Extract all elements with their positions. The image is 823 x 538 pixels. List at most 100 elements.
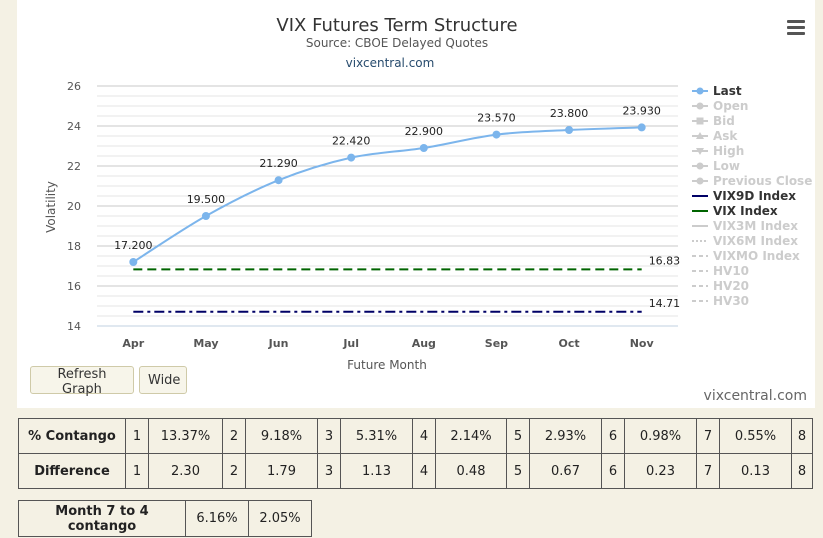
contango-value: 13.37% <box>148 418 223 454</box>
legend-item[interactable]: HV30 <box>713 294 749 308</box>
y-tick-label: 16 <box>67 280 81 293</box>
legend-item[interactable]: Open <box>713 99 748 113</box>
last-series-point <box>419 144 428 152</box>
legend-item[interactable]: VIXMO Index <box>713 249 800 263</box>
summary-table: Month 7 to 4 contango 6.16% 2.05% <box>18 500 312 537</box>
vix-term-structure-chart: VIX Futures Term Structure Source: CBOE … <box>44 15 812 372</box>
legend-item[interactable]: HV20 <box>713 279 749 293</box>
last-series-point <box>129 258 138 266</box>
hamburger-menu-icon[interactable] <box>787 20 805 36</box>
y-axis: 14 16 18 20 22 24 26 <box>67 80 81 333</box>
month-cell: 7 <box>696 418 720 454</box>
data-label: 22.420 <box>332 135 371 148</box>
x-tick-label: Sep <box>485 337 508 350</box>
difference-row-label: Difference <box>18 453 126 489</box>
legend-marker <box>696 162 704 170</box>
month-cell: 1 <box>125 418 149 454</box>
contango-value: 0.98% <box>624 418 697 454</box>
data-label: 19.500 <box>187 193 226 206</box>
x-tick-label: Jun <box>268 337 289 350</box>
refresh-graph-button[interactable]: Refresh Graph <box>30 366 134 397</box>
chart-subtitle: Source: CBOE Delayed Quotes <box>306 36 488 50</box>
difference-value: 0.48 <box>435 453 507 489</box>
legend-marker <box>696 148 704 155</box>
difference-value: 2.30 <box>148 453 223 489</box>
month-cell: 8 <box>791 418 813 454</box>
legend-item[interactable]: HV10 <box>713 264 749 278</box>
contango-value: 5.31% <box>340 418 413 454</box>
difference-value: 0.23 <box>624 453 697 489</box>
month-cell: 2 <box>222 453 246 489</box>
difference-value: 0.13 <box>719 453 792 489</box>
last-series-point <box>347 153 356 162</box>
month-cell: 6 <box>601 453 625 489</box>
month-cell: 5 <box>506 418 530 454</box>
y-tick-label: 22 <box>67 160 81 173</box>
legend-item[interactable]: VIX6M Index <box>713 234 798 248</box>
contango-table: % Contango 1 13.37% 2 9.18% 3 5.31% 4 2.… <box>18 418 813 489</box>
legend-item[interactable]: High <box>713 144 744 158</box>
legend-marker <box>696 117 704 125</box>
last-series-point <box>565 126 574 134</box>
legend-item[interactable]: Low <box>713 159 740 173</box>
last-series-point <box>201 212 210 220</box>
x-tick-label: Apr <box>122 337 144 350</box>
index-line-label: 14.71 <box>649 297 681 310</box>
legend-item[interactable]: VIX Index <box>713 204 778 218</box>
difference-value: 1.13 <box>340 453 413 489</box>
month-cell: 6 <box>601 418 625 454</box>
legend-item[interactable]: VIX3M Index <box>713 219 798 233</box>
contango-value: 2.14% <box>435 418 507 454</box>
table-row-difference: Difference 1 2.30 2 1.79 3 1.13 4 0.48 5… <box>18 453 813 489</box>
x-axis: Apr May Jun Jul Aug Sep Oct Nov <box>97 325 678 350</box>
y-axis-title: Volatility <box>44 181 58 233</box>
month-cell: 3 <box>317 453 341 489</box>
y-tick-label: 14 <box>67 320 81 333</box>
month-cell: 4 <box>412 418 436 454</box>
y-tick-label: 26 <box>67 80 81 93</box>
summary-label: Month 7 to 4 contango <box>18 500 186 537</box>
grid-layer <box>97 85 678 327</box>
contango-row-label: % Contango <box>18 418 126 454</box>
summary-value: 6.16% <box>185 500 249 537</box>
month-cell: 5 <box>506 453 530 489</box>
data-label: 23.800 <box>550 107 589 120</box>
chart-panel: VIX Futures Term Structure Source: CBOE … <box>17 0 815 408</box>
legend-item[interactable]: Last <box>713 84 742 98</box>
table-row-contango: % Contango 1 13.37% 2 9.18% 3 5.31% 4 2.… <box>18 418 813 454</box>
x-tick-label: Jul <box>342 337 359 350</box>
index-line-label: 16.83 <box>649 254 681 267</box>
x-tick-label: May <box>193 337 218 350</box>
y-tick-label: 20 <box>67 200 81 213</box>
summary-value: 2.05% <box>248 500 312 537</box>
month-cell: 4 <box>412 453 436 489</box>
y-tick-label: 24 <box>67 120 81 133</box>
series-layer: 14.71 16.83 17.200 19.500 21.290 22.420 22.900… <box>114 104 681 313</box>
contango-value: 0.55% <box>719 418 792 454</box>
month-cell: 7 <box>696 453 720 489</box>
x-tick-label: Aug <box>412 337 436 350</box>
legend-item[interactable]: VIX9D Index <box>713 189 796 203</box>
month-cell: 2 <box>222 418 246 454</box>
chart-credit: vixcentral.com <box>346 56 435 70</box>
legend-item[interactable]: Previous Close <box>713 174 812 188</box>
x-tick-label: Nov <box>630 337 655 350</box>
last-series-point <box>274 176 283 185</box>
x-tick-label: Oct <box>558 337 579 350</box>
data-label: 22.900 <box>405 125 444 138</box>
contango-value: 9.18% <box>245 418 318 454</box>
data-label: 21.290 <box>259 157 298 170</box>
legend-marker <box>696 177 704 185</box>
wide-button[interactable]: Wide <box>139 366 187 394</box>
legend-marker <box>696 87 704 95</box>
x-axis-title: Future Month <box>347 358 427 372</box>
last-series-point <box>637 123 646 132</box>
legend-item[interactable]: Bid <box>713 114 735 128</box>
difference-value: 1.79 <box>245 453 318 489</box>
y-tick-label: 18 <box>67 240 81 253</box>
month-cell: 8 <box>791 453 813 489</box>
legend-item[interactable]: Ask <box>713 129 738 143</box>
data-label: 23.930 <box>622 104 661 117</box>
last-series-point <box>492 130 501 139</box>
